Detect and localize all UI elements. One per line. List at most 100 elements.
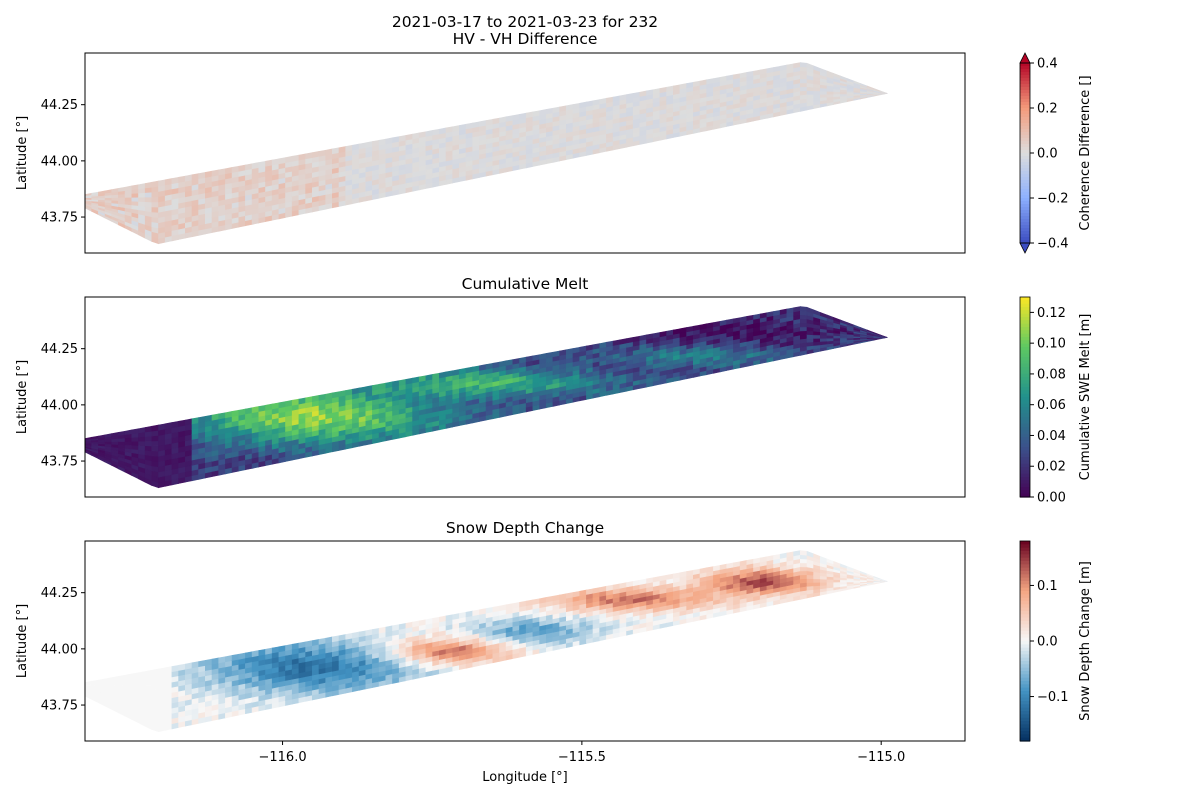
heatmap-cell [539, 597, 547, 604]
colorbar-segment [1020, 138, 1030, 142]
heatmap-cell [245, 651, 253, 659]
colorbar-segment [1020, 711, 1030, 715]
heatmap-cell [679, 571, 687, 578]
heatmap-cell [799, 86, 808, 92]
heatmap-cell [385, 137, 393, 145]
colorbar-segment [1020, 93, 1030, 97]
heatmap-cell [786, 63, 794, 70]
heatmap-cell [358, 142, 367, 150]
heatmap-cell [171, 420, 179, 429]
heatmap-cell [151, 455, 159, 462]
heatmap-cell [592, 587, 601, 594]
heatmap-cell [465, 366, 474, 374]
colorbar-segment [1020, 150, 1030, 154]
heatmap-cell [746, 558, 754, 565]
colorbar-segment [1020, 587, 1030, 592]
heatmap-cell [519, 600, 527, 608]
heatmap-cell [773, 309, 781, 316]
colorbar-segment [1020, 105, 1030, 109]
heatmap-cell [91, 435, 99, 440]
heatmap-cell [813, 90, 821, 95]
heatmap-cell [231, 409, 240, 417]
heatmap-cell [438, 371, 447, 379]
heatmap-cell [318, 149, 327, 157]
colorbar-segment [1020, 327, 1030, 331]
heatmap-cell [572, 590, 581, 598]
colorbar-segment [1020, 210, 1030, 214]
colorbar-segment [1020, 440, 1030, 445]
heatmap-cell [826, 93, 835, 98]
heatmap-cell [158, 423, 166, 431]
heatmap-cell [726, 318, 734, 325]
colorbar-segment [1020, 483, 1030, 488]
heatmap-cell [626, 337, 634, 344]
heatmap-cell [131, 184, 139, 191]
heatmap-cell [365, 141, 373, 148]
colorbar-segment [1020, 330, 1030, 335]
colorbar-segment [1020, 624, 1030, 629]
colorbar-segment [1020, 132, 1030, 136]
heatmap-cell [532, 354, 540, 361]
heatmap-cell [211, 169, 219, 177]
heatmap-cell [432, 616, 440, 624]
heatmap-cell [826, 337, 835, 342]
colorbar-segment [1020, 99, 1030, 103]
heatmap-cell [445, 370, 454, 378]
heatmap-cell [291, 398, 300, 406]
colorbar-segment [1020, 114, 1030, 118]
heatmap-cell [365, 629, 373, 636]
colorbar-segment [1020, 201, 1030, 205]
colorbar-segment [1020, 413, 1030, 418]
heatmap-cell [392, 624, 400, 631]
heatmap-cell [733, 73, 741, 80]
colorbar-tick-label: 0.08 [1037, 367, 1066, 382]
heatmap-cell [151, 201, 159, 208]
heatmap-cell [104, 685, 112, 689]
heatmap-cell [124, 688, 133, 694]
colorbar-segment [1020, 141, 1030, 145]
heatmap-cell [225, 411, 233, 419]
heatmap-cell [278, 645, 286, 653]
colorbar-segment [1020, 577, 1030, 582]
colorbar-tick-label: 0.00 [1037, 491, 1066, 506]
colorbar-segment [1020, 63, 1030, 67]
colorbar-segment [1020, 724, 1030, 729]
heatmap-cell [124, 200, 133, 206]
heatmap-cell [479, 364, 487, 371]
heatmap-cell [579, 589, 587, 597]
heatmap-cell [124, 673, 133, 679]
colorbar-segment [1020, 90, 1030, 94]
heatmap-cell [372, 627, 380, 635]
colorbar-segment [1020, 617, 1030, 622]
heatmap-cell [378, 382, 387, 390]
colorbar-segment [1020, 78, 1030, 82]
colorbar-segment [1020, 691, 1030, 695]
y-tick-label: 44.00 [41, 642, 78, 657]
heatmap-cell [452, 125, 460, 132]
colorbar-segment [1020, 337, 1030, 341]
heatmap-cell [686, 325, 694, 333]
colorbar-segment [1020, 310, 1030, 315]
heatmap-cell [532, 110, 540, 117]
colorbar-tick-label: 0.1 [1037, 579, 1058, 594]
heatmap-cell [352, 143, 360, 151]
heatmap-cell [606, 340, 614, 348]
heatmap-cell [880, 334, 888, 338]
colorbar-tick-label: 0.06 [1037, 398, 1066, 413]
heatmap-cell [458, 611, 467, 619]
heatmap-cell [472, 121, 480, 129]
colorbar-extend-max [1019, 52, 1031, 64]
heatmap-cell [131, 444, 139, 450]
heatmap-cell [412, 376, 420, 384]
colorbar-tick-label: −0.2 [1037, 192, 1069, 207]
colorbar-segment [1020, 353, 1030, 358]
colorbar-segment [1020, 480, 1030, 485]
colorbar-segment [1020, 607, 1030, 612]
colorbar-segment [1020, 707, 1030, 712]
heatmap-cell [291, 642, 300, 650]
heatmap-cell [144, 181, 153, 189]
heatmap-cell [138, 427, 146, 434]
